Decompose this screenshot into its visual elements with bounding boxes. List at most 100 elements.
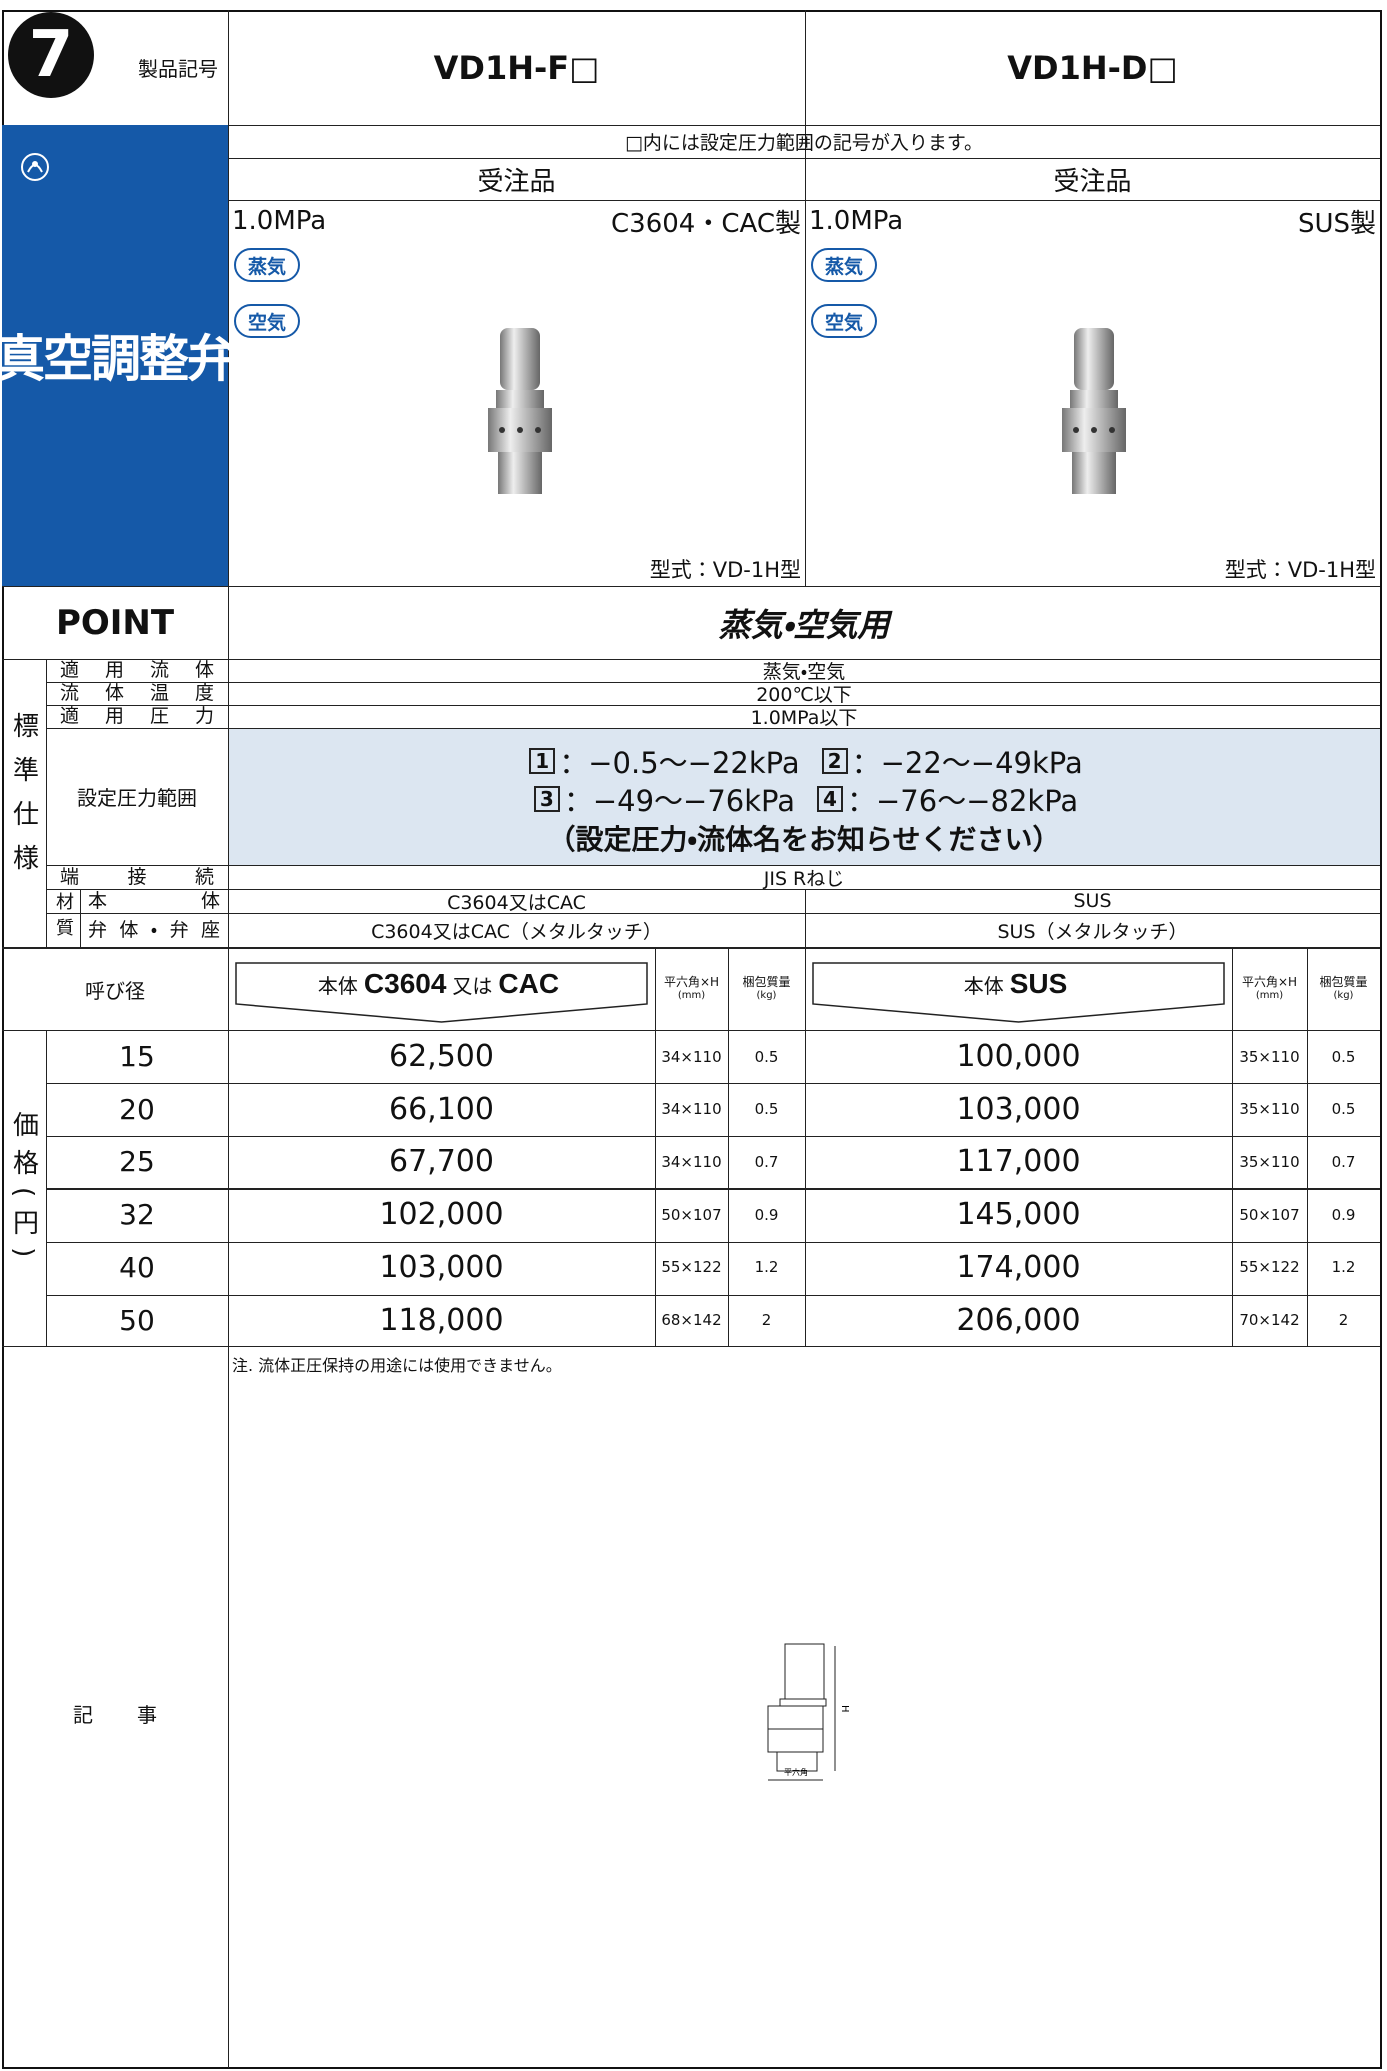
body-header: 本体 C3604 又は CAC	[235, 962, 648, 1024]
range-code: 2	[821, 748, 848, 774]
setting-range-line: 3 ：−49〜−76kPa 4 ：−76〜−82kPa	[228, 780, 1380, 818]
dimensions: 35×110	[1239, 1047, 1300, 1066]
note-text: 注. 流体正圧保持の用途には使用できません。	[232, 1356, 562, 1375]
pressure: 1.0MPa	[809, 206, 904, 236]
valve-photo	[1062, 328, 1126, 494]
nominal-header: 呼び径	[85, 978, 145, 1003]
rule	[2, 1346, 1380, 1347]
price: 174,000	[956, 1249, 1081, 1285]
media-badge: 蒸気	[811, 248, 877, 282]
range-value: ：−22〜−49kPa	[851, 746, 1083, 780]
rule	[228, 158, 1380, 159]
material-value: SUS（メタルタッチ）	[997, 920, 1188, 943]
weight: 2	[761, 1311, 772, 1329]
sidebar	[2, 125, 228, 586]
spec-label: 適用圧力	[60, 705, 214, 727]
material-label: 材質	[53, 892, 74, 944]
point-label: POINT	[55, 602, 175, 643]
rule	[46, 889, 1380, 890]
rule	[655, 947, 656, 1346]
dim-header-unit: (mm)	[677, 990, 706, 1001]
dim-header: 平六角×H (mm)	[655, 948, 728, 1030]
spec-group-label: 標準仕様	[8, 712, 39, 888]
price: 66,100	[389, 1091, 494, 1127]
pressure: 1.0MPa	[232, 206, 327, 236]
notes-label: 記事	[73, 1702, 201, 1727]
material-value: SUS	[1073, 890, 1112, 912]
range-code: 1	[529, 748, 556, 774]
dimensions: 34×110	[661, 1152, 722, 1171]
material-part: 本体	[88, 890, 220, 912]
body-header-part: CAC	[498, 968, 560, 999]
connection-label: 端接続	[60, 866, 214, 888]
weight: 0.5	[1331, 1100, 1356, 1119]
price: 62,500	[389, 1039, 494, 1074]
weight: 0.5	[754, 1047, 779, 1066]
body-header-text: 本体 SUS	[964, 968, 1074, 1000]
nominal-size: 15	[119, 1040, 155, 1073]
setting-range-label: 設定圧力範囲	[77, 786, 197, 810]
media-badge: 空気	[234, 304, 300, 338]
header-note: □内には設定圧力範囲の記号が入ります。	[624, 132, 984, 154]
weight: 0.5	[1331, 1047, 1356, 1066]
weight-header-unit: (kg)	[1333, 990, 1354, 1001]
price-group-label: 価格(円)	[8, 1110, 39, 1270]
weight: 0.9	[1331, 1205, 1356, 1224]
price: 118,000	[379, 1302, 504, 1338]
range-code: 3	[533, 786, 560, 812]
price: 117,000	[956, 1144, 1081, 1180]
model-type: 型式：VD-1H型	[1224, 558, 1376, 582]
rule	[805, 10, 806, 586]
rule	[46, 1295, 1380, 1296]
range-value: ：−0.5〜−22kPa	[559, 746, 800, 780]
weight: 1.2	[1331, 1258, 1356, 1277]
setting-range-note: （設定圧力・流体名をお知らせください）	[547, 823, 1061, 856]
rule	[728, 947, 729, 1346]
valve-photo	[488, 328, 552, 494]
nominal-size: 32	[119, 1198, 155, 1232]
price: 103,000	[379, 1249, 504, 1285]
range-value: ：−49〜−76kPa	[563, 784, 795, 818]
price: 67,700	[389, 1144, 494, 1180]
body-header-text: 本体 C3604 又は CAC	[318, 968, 565, 1000]
rule	[2, 659, 1380, 660]
rule	[46, 1083, 1380, 1084]
dimensions: 70×142	[1239, 1311, 1300, 1329]
body-header-part: C3604	[363, 968, 447, 999]
rule	[46, 913, 1380, 914]
rule	[2, 947, 1380, 949]
dim-header-label: 平六角×H	[1241, 975, 1298, 989]
spec-value: 蒸気・空気	[762, 661, 846, 683]
rule	[80, 889, 81, 947]
rule	[46, 1242, 1380, 1243]
weight: 2	[1338, 1311, 1349, 1329]
dimensions: 50×107	[661, 1205, 722, 1224]
media-badge: 蒸気	[234, 248, 300, 282]
spec-value: 1.0MPa以下	[750, 707, 858, 729]
order-type: 受注品	[1053, 166, 1132, 197]
dimensions: 34×110	[661, 1047, 722, 1066]
dimensions: 35×110	[1239, 1100, 1300, 1119]
dimensions: 68×142	[661, 1311, 722, 1329]
dimensions: 55×122	[1239, 1258, 1300, 1277]
material-value: C3604又はCAC（メタルタッチ）	[371, 920, 662, 943]
connection-value: JIS Rねじ	[763, 867, 845, 890]
price: 145,000	[956, 1197, 1081, 1233]
price: 103,000	[956, 1091, 1081, 1127]
rule	[46, 1030, 47, 1346]
rule	[1232, 947, 1233, 1346]
rule	[46, 705, 1380, 706]
arrow-frame	[235, 962, 648, 1023]
body-header-part: 本体	[963, 974, 1004, 998]
rule	[2, 586, 1380, 587]
nominal-size: 25	[119, 1145, 155, 1179]
rule	[46, 728, 1380, 729]
dim-header: 平六角×H (mm)	[1232, 948, 1307, 1030]
section-number: 7	[8, 12, 94, 98]
weight: 0.7	[1331, 1152, 1356, 1171]
rule	[228, 125, 1380, 126]
rule	[46, 1188, 1380, 1190]
spec-label: 流体温度	[60, 682, 214, 704]
order-type: 受注品	[477, 166, 556, 197]
outer-border	[2, 10, 1382, 2069]
